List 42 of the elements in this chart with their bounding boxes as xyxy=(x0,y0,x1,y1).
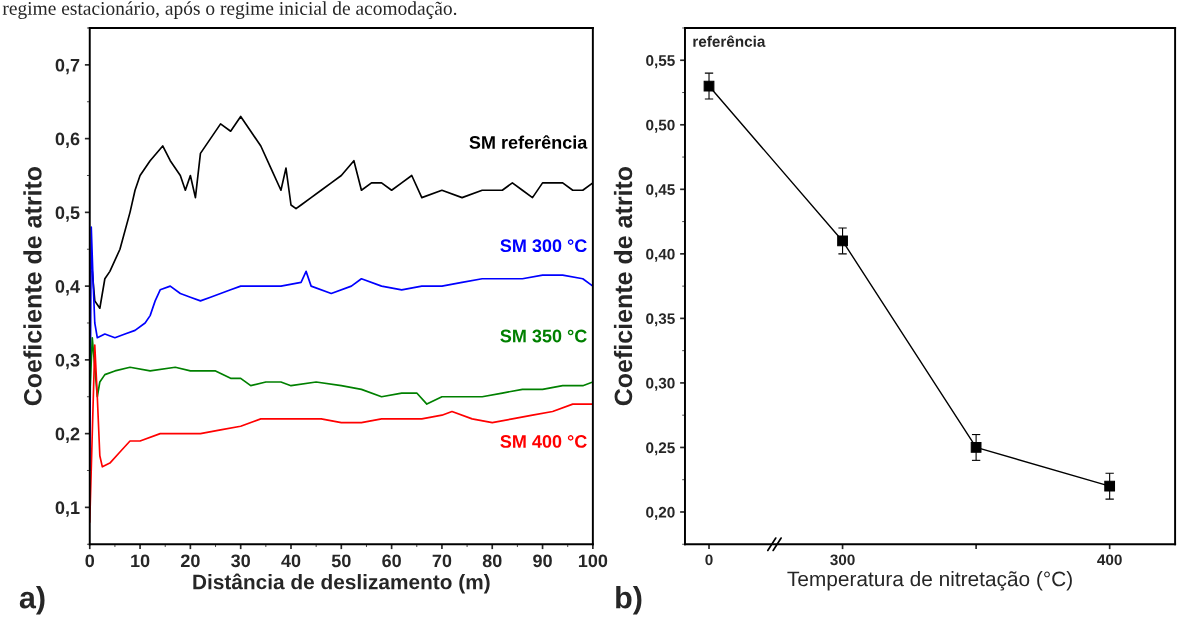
y-tick-label: 0,50 xyxy=(646,119,675,133)
x-tick-label: 70 xyxy=(432,554,452,568)
y-tick-label: 0,20 xyxy=(646,506,675,520)
text: SM 350 °C xyxy=(500,329,587,343)
y-tick-label: 0,3 xyxy=(55,353,80,370)
x-tick-label: 30 xyxy=(231,554,250,568)
y-tick-label: 0,30 xyxy=(646,377,675,391)
y-axis-title: Coeficiente de atrito xyxy=(613,166,633,406)
y-tick-label: 0,35 xyxy=(646,313,675,327)
series-label: SM 300 °C xyxy=(500,239,587,253)
y-tick-label: 0,5 xyxy=(55,206,80,222)
x-tick-label: 0 xyxy=(705,554,713,566)
x-tick-label: 100 xyxy=(578,554,608,568)
y-axis-title: Coeficiente de atrito xyxy=(23,166,42,406)
y-tick-label: 0,2 xyxy=(55,427,80,443)
x-tick-label: 300 xyxy=(830,554,855,566)
x-tick-label: 60 xyxy=(382,554,401,568)
x-tick-label: 90 xyxy=(533,554,552,568)
text: a) xyxy=(19,586,45,615)
y-tick-label: 0,4 xyxy=(55,280,80,296)
x-tick-label: 400 xyxy=(1097,554,1122,566)
x-tick-label: 0 xyxy=(85,554,95,568)
x-tick-label: 80 xyxy=(482,554,502,568)
series-label: SM 400 °C xyxy=(500,435,587,448)
x-tick-label: 10 xyxy=(131,554,150,568)
y-tick-label: 0,7 xyxy=(55,58,80,75)
annotation: referência xyxy=(693,35,766,47)
text: b) xyxy=(616,586,642,615)
point xyxy=(1104,480,1116,492)
series-label: SM referência xyxy=(469,135,588,149)
y-tick-label: 0,55 xyxy=(646,55,675,69)
x-tick-label: 20 xyxy=(180,554,200,568)
x-axis-title: Distância de deslizamento (m) xyxy=(193,573,490,594)
y-tick-label: 0,45 xyxy=(646,184,675,198)
x-tick-label: 40 xyxy=(281,554,301,568)
y-tick-label: 0,40 xyxy=(646,248,675,262)
y-tick-label: 0,25 xyxy=(646,442,675,456)
y-tick-label: 0,1 xyxy=(55,501,80,517)
x-tick-label: 50 xyxy=(331,554,351,568)
text: regime estacionário, após o regime inicial de acomodação. xyxy=(2,1,457,19)
x-axis-title: Temperatura de nitretação (°C) xyxy=(787,570,1072,591)
y-tick-label: 0,6 xyxy=(55,132,80,148)
